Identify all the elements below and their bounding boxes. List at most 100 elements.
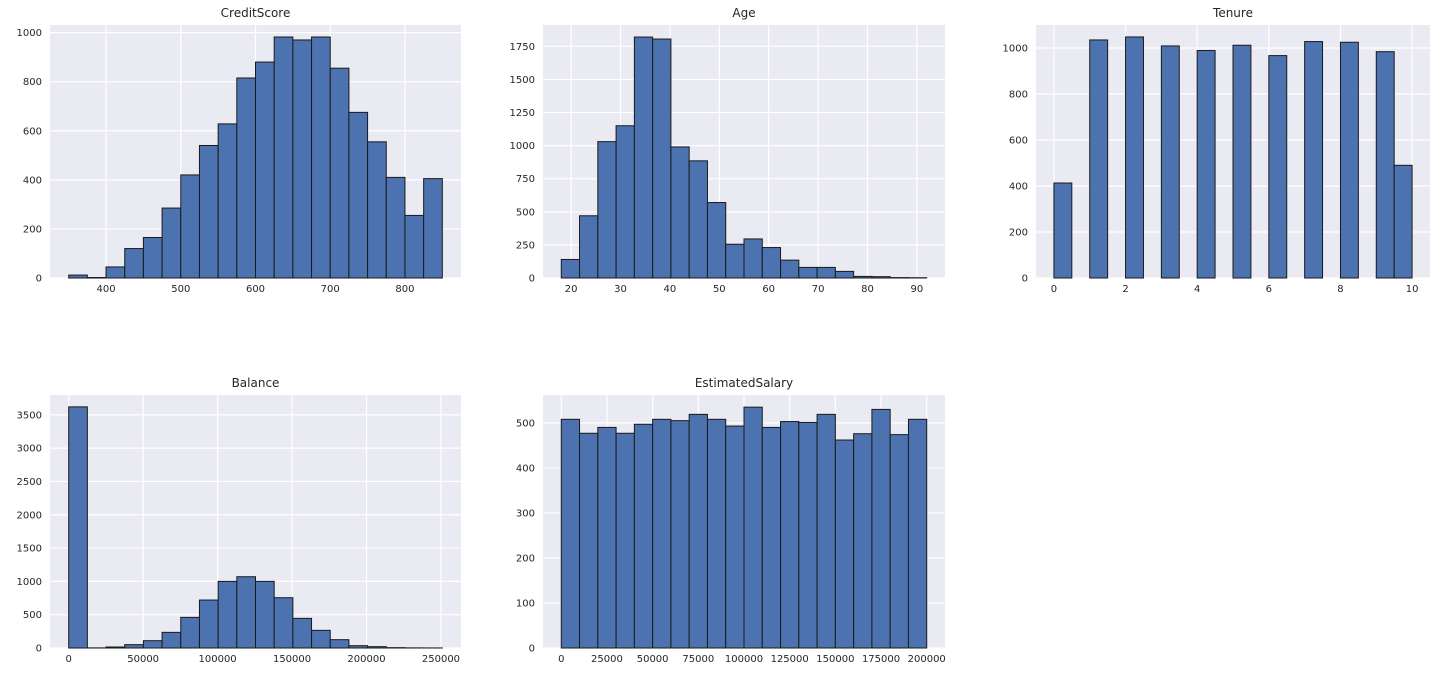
histogram-bar: [1160, 45, 1180, 279]
y-tick-label: 3500: [17, 410, 42, 421]
histogram-bar: [761, 247, 782, 279]
y-tick-label: 100: [516, 598, 535, 609]
histogram-bar: [68, 406, 88, 649]
x-tick-label: 600: [246, 284, 265, 295]
histogram-bar: [597, 426, 617, 649]
x-tick-label: 700: [321, 284, 340, 295]
histogram-bar: [385, 176, 406, 279]
histogram-bar: [180, 616, 200, 649]
histogram-bar: [329, 67, 350, 279]
x-tick-label: 50: [713, 284, 726, 295]
y-tick-label: 600: [1009, 136, 1028, 147]
histogram-bar: [311, 36, 331, 279]
plot-area-tenure: 0 200 400 600 800 1000 0 2 4 6 8 10: [1003, 25, 1430, 295]
histogram-bar: [560, 258, 581, 279]
x-tick-label: 90: [910, 284, 923, 295]
chart-canvas: 0 500 1000 1500 2000 2500 3000 3500 0 50000 100000…: [17, 395, 461, 665]
histogram-bar: [198, 599, 219, 649]
histogram-bar: [311, 629, 331, 649]
y-tick-label: 200: [1009, 228, 1028, 239]
histogram-bar: [292, 617, 313, 649]
y-tick-label: 0: [1022, 274, 1028, 285]
histogram-bar: [725, 425, 745, 649]
x-tick-label: 50000: [637, 654, 669, 665]
y-tick-label: 0: [36, 274, 42, 285]
histogram-bar: [180, 174, 200, 279]
histogram-bar: [798, 421, 818, 649]
histogram-bar: [1053, 182, 1073, 279]
y-tick-label: 400: [1009, 182, 1028, 193]
histogram-bar: [597, 141, 617, 279]
y-tick-label: 1750: [510, 42, 535, 53]
histogram-bar: [706, 418, 727, 649]
x-tick-label: 60: [762, 284, 775, 295]
chart-title-creditscore: CreditScore: [220, 6, 291, 20]
x-tick-label: 0: [1051, 284, 1057, 295]
x-tick-label: 100000: [199, 654, 237, 665]
histogram-bar: [124, 248, 144, 279]
histogram-bar: [273, 36, 294, 279]
histogram-bar: [615, 432, 635, 649]
y-tick-label: 500: [23, 610, 42, 621]
y-tick-label: 1000: [17, 28, 42, 39]
histogram-bar: [292, 39, 313, 279]
histogram-bar: [816, 413, 836, 649]
x-tick-label: 8: [1337, 284, 1343, 295]
histogram-bar: [560, 418, 581, 649]
chart-canvas: 0 250 500 750 1000 1250 1500 1750 20 30 40 50 60 70 80…: [510, 25, 945, 295]
y-tick-label: 200: [23, 224, 42, 235]
y-tick-label: 800: [23, 77, 42, 88]
histogram-bar: [1268, 55, 1288, 279]
histogram-bar: [871, 276, 891, 279]
y-tick-label: 0: [529, 644, 535, 655]
histogram-bar: [688, 413, 708, 649]
histogram-bar: [236, 77, 256, 279]
x-tick-label: 175000: [862, 654, 900, 665]
x-tick-label: 0: [65, 654, 71, 665]
histogram-bar: [579, 432, 599, 649]
histogram-bar: [633, 36, 654, 279]
histogram-bar: [142, 237, 163, 279]
x-tick-label: 4: [1194, 284, 1200, 295]
subplot-tenure: Tenure 0 200 400 600 800 1000 0 2 4 6 8 10: [1003, 6, 1430, 295]
histogram-bar: [1125, 36, 1144, 279]
chart-canvas: 0 200 400 600 800 1000 400 500 600 700 800: [17, 25, 461, 295]
histogram-bar: [217, 123, 238, 279]
histogram-bar: [780, 421, 800, 649]
histogram-bar: [217, 580, 238, 649]
x-tick-label: 150000: [816, 654, 854, 665]
histogram-bar: [907, 418, 928, 649]
histogram-bar: [834, 439, 855, 649]
subplot-estimatedsalary: EstimatedSalary 0 100 200 300 400 500 0 25000 50…: [516, 376, 946, 665]
histogram-bar: [761, 426, 782, 649]
y-tick-label: 1000: [510, 141, 535, 152]
histogram-bar: [367, 646, 387, 649]
histogram-bar: [816, 266, 836, 279]
subplot-balance: Balance 0 500 1000 1500 2000 2500 3000 3500 0 500…: [17, 376, 461, 665]
x-tick-label: 50000: [127, 654, 159, 665]
x-tick-label: 70: [812, 284, 825, 295]
histogram-bar: [871, 408, 891, 649]
histogram-bar: [853, 433, 873, 649]
chart-title-tenure: Tenure: [1213, 6, 1253, 20]
plot-area-creditscore: 0 200 400 600 800 1000 400 500 600 700 800: [17, 25, 461, 295]
histogram-bar: [161, 631, 182, 649]
histogram-bar: [579, 215, 599, 279]
x-tick-label: 400: [96, 284, 115, 295]
histogram-bar: [198, 144, 219, 279]
histogram-bar: [743, 238, 763, 279]
histogram-bar: [1375, 51, 1395, 279]
x-tick-label: 200000: [908, 654, 946, 665]
histogram-bar: [1089, 39, 1109, 279]
x-tick-label: 25000: [591, 654, 623, 665]
x-tick-label: 250000: [422, 654, 460, 665]
histogram-bar: [161, 207, 182, 279]
histogram-bar: [834, 270, 855, 279]
histogram-bar: [124, 644, 144, 649]
chart-canvas: 0 100 200 300 400 500 0 25000 50000 75000 100000 12…: [516, 395, 946, 665]
y-tick-label: 600: [23, 126, 42, 137]
x-tick-label: 80: [861, 284, 874, 295]
x-tick-label: 0: [558, 654, 564, 665]
histogram-bar: [348, 111, 369, 279]
